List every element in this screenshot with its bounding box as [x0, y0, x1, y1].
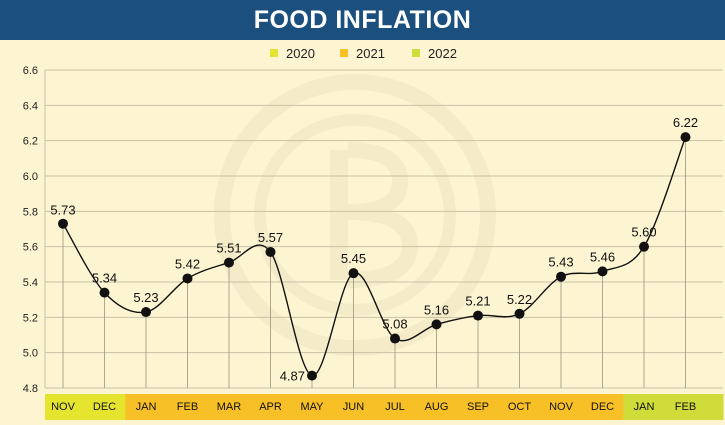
data-labels: 5.73 5.34 5.23 5.42 5.51 5.57 4.87 5.45 5.08 5.16…: [50, 115, 698, 384]
legend: 2020 2021 2022: [270, 46, 457, 61]
data-point: [58, 218, 68, 229]
data-point: [307, 370, 317, 381]
legend-label: 2020: [286, 46, 315, 61]
data-label: 5.51: [216, 241, 241, 256]
month-cell: [581, 394, 624, 420]
data-point: [473, 310, 483, 321]
month-cell: [498, 394, 541, 420]
data-label: 5.60: [631, 225, 656, 240]
x-tick-label: JUN: [343, 401, 364, 413]
month-cell: [664, 394, 724, 420]
month-cell: [623, 394, 666, 420]
y-tick-label: 5.0: [23, 348, 38, 360]
data-point: [141, 307, 151, 318]
month-cell: [457, 394, 500, 420]
x-tick-label: NOV: [51, 401, 76, 413]
data-point: [390, 333, 400, 344]
data-label: 5.57: [258, 230, 283, 245]
data-label: 5.34: [92, 271, 117, 286]
y-tick-label: 5.2: [23, 312, 38, 324]
data-point: [265, 246, 276, 257]
data-point: [597, 266, 608, 277]
x-tick-label: OCT: [508, 401, 532, 413]
data-label: 5.42: [175, 256, 200, 271]
x-tick-label: FEB: [177, 401, 198, 413]
data-point: [99, 287, 110, 298]
drop-lines: [62, 137, 686, 388]
month-cell: [540, 394, 583, 420]
x-tick-label: JAN: [634, 401, 655, 413]
data-label: 6.22: [673, 115, 698, 130]
month-cell: [83, 394, 126, 420]
month-cell: [208, 394, 251, 420]
chart-title: FOOD INFLATION: [253, 6, 472, 34]
legend-label: 2021: [356, 46, 385, 61]
x-tick-label: DEC: [93, 401, 116, 413]
y-axis: 4.8 5.0 5.2 5.4 5.6 5.8 6.0 6.2 6.4 6.6: [23, 65, 46, 395]
data-label: 5.08: [382, 317, 407, 332]
month-cell: [332, 394, 375, 420]
data-label: 5.43: [548, 255, 573, 270]
data-label: 5.22: [507, 292, 532, 307]
legend-swatch: [340, 49, 348, 57]
month-cell: [374, 394, 417, 420]
month-cell: [125, 394, 168, 420]
x-axis-band: NOV DEC JAN FEB MAR APR MAY JUN JUL AUG SEP OCT NOV D…: [45, 394, 724, 420]
data-label: 5.16: [424, 302, 449, 317]
watermark-logo: [214, 74, 496, 356]
x-tick-label: JAN: [136, 401, 157, 413]
data-point: [639, 241, 649, 252]
y-tick-label: 5.6: [23, 242, 38, 254]
data-point: [224, 257, 234, 268]
legend-label: 2022: [428, 46, 457, 61]
data-point: [680, 132, 691, 143]
month-cell: [249, 394, 292, 420]
y-tick-label: 6.4: [23, 100, 38, 112]
y-tick-label: 5.8: [23, 206, 38, 218]
month-cell: [415, 394, 458, 420]
x-tick-label: JUL: [385, 401, 405, 413]
legend-swatch: [412, 49, 420, 57]
data-label: 5.46: [590, 249, 615, 264]
data-label: 5.73: [50, 203, 75, 218]
data-point: [556, 271, 566, 282]
data-point: [431, 319, 442, 330]
x-tick-label: DEC: [591, 401, 614, 413]
y-tick-label: 6.0: [23, 171, 38, 183]
x-tick-label: AUG: [425, 401, 449, 413]
title-bar: FOOD INFLATION: [0, 0, 725, 40]
data-point: [348, 268, 359, 279]
data-point: [514, 308, 525, 319]
month-cell: [291, 394, 334, 420]
month-cell: [45, 394, 85, 420]
x-tick-label: APR: [259, 401, 282, 413]
x-tick-label: MAR: [217, 401, 242, 413]
data-label: 5.45: [341, 251, 366, 266]
gridlines: [45, 69, 723, 389]
data-label: 5.23: [133, 290, 158, 305]
y-tick-label: 6.2: [23, 136, 38, 148]
y-tick-label: 4.8: [23, 383, 38, 395]
x-tick-label: FEB: [675, 401, 696, 413]
x-tick-label: MAY: [300, 401, 324, 413]
data-label: 4.87: [280, 369, 305, 384]
y-tick-label: 6.6: [23, 65, 38, 77]
month-cell: [166, 394, 209, 420]
x-tick-label: SEP: [467, 401, 489, 413]
x-tick-label: NOV: [549, 401, 574, 413]
data-label: 5.21: [465, 294, 490, 309]
legend-swatch: [270, 49, 278, 57]
data-point: [182, 273, 193, 284]
y-tick-label: 5.4: [23, 277, 38, 289]
data-points: [58, 132, 691, 381]
